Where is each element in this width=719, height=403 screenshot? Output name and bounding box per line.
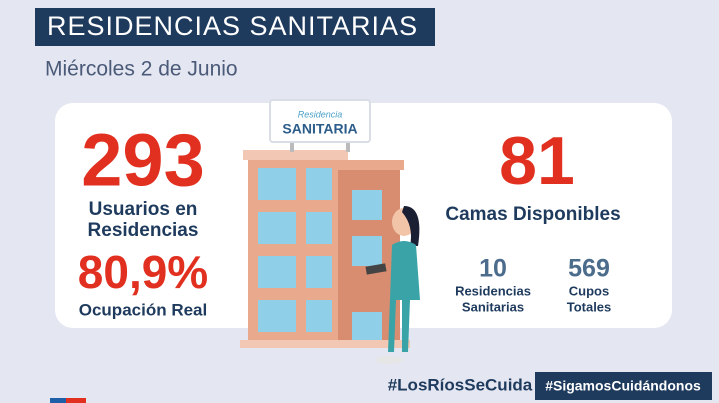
building xyxy=(240,99,410,348)
occupancy-value: 80,9% xyxy=(78,246,208,298)
beds-label: Camas Disponibles xyxy=(445,204,620,225)
occupancy-label: Ocupación Real xyxy=(79,300,207,319)
hashtag: #SigamosCuidándonos xyxy=(545,378,701,394)
flag-strip xyxy=(66,398,86,403)
users-value: 293 xyxy=(81,119,204,202)
title-bar xyxy=(35,8,435,46)
slots-label: Totales xyxy=(567,299,612,314)
sign-top: Residencia xyxy=(298,109,343,119)
residences-label: Sanitarias xyxy=(462,299,524,314)
beds-value: 81 xyxy=(499,123,575,199)
hashtag: #LosRíosSeCuida xyxy=(388,375,533,394)
flag-strip xyxy=(50,398,66,403)
residences-label: Residencias xyxy=(455,283,531,298)
title: RESIDENCIAS SANITARIAS xyxy=(47,11,418,41)
hashtag-box xyxy=(535,372,712,400)
users-label: Residencias xyxy=(88,220,199,241)
users-label: Usuarios en xyxy=(89,199,198,220)
date: Miércoles 2 de Junio xyxy=(45,58,238,81)
nurse xyxy=(365,206,420,364)
residences-value: 10 xyxy=(479,255,507,283)
slots-label: Cupos xyxy=(569,283,609,298)
slots-value: 569 xyxy=(568,255,610,283)
sign-bottom: SANITARIA xyxy=(282,121,357,137)
